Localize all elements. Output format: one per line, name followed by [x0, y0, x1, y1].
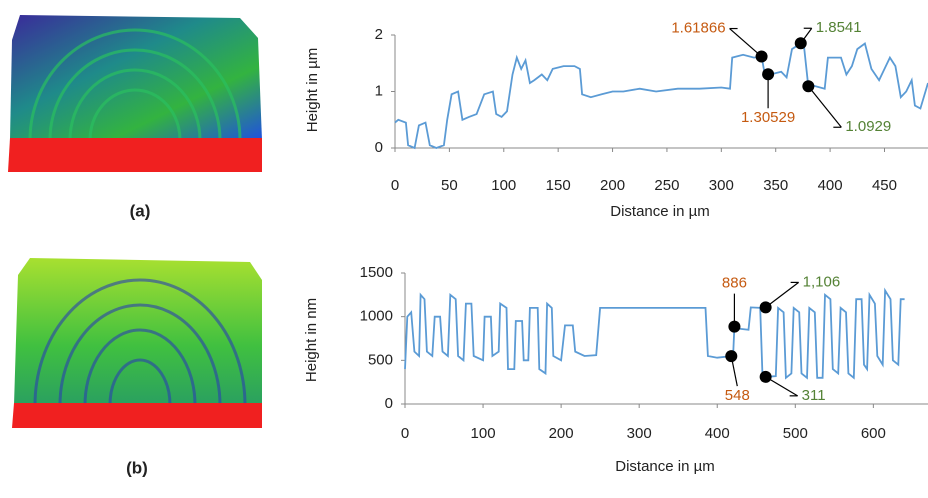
x-tick-label: 200 — [600, 177, 625, 194]
y-tick-label: 500 — [368, 351, 393, 368]
x-tick-label: 300 — [709, 177, 734, 194]
annotation-leader — [765, 281, 799, 308]
annotation-leader — [729, 28, 762, 57]
data-line — [394, 41, 928, 150]
x-tick-label: 150 — [546, 177, 571, 194]
y-tick-label: 0 — [375, 139, 383, 156]
annotation-label: 311 — [802, 387, 826, 404]
annotation-label: 886 — [722, 275, 747, 292]
x-tick-label: 0 — [401, 425, 409, 442]
surface-image-b — [12, 258, 262, 428]
annotation-point — [759, 301, 772, 314]
x-tick-label: 100 — [471, 425, 496, 442]
y-tick-label: 2 — [375, 26, 383, 43]
annotation-label: 1.0929 — [845, 118, 891, 135]
annotation-label: 548 — [725, 387, 750, 404]
annotation-label: 1.8541 — [816, 19, 862, 36]
annotation-point — [728, 320, 741, 333]
annotation-point — [725, 350, 738, 363]
x-axis-label: Distance in µm — [615, 458, 715, 475]
y-tick-label: 1 — [375, 82, 383, 99]
annotation-label: 1,106 — [803, 273, 841, 290]
x-tick-label: 400 — [818, 177, 843, 194]
x-tick-label: 600 — [861, 425, 886, 442]
annotation-point — [755, 50, 768, 63]
annotation-label: 1.30529 — [741, 109, 795, 126]
x-tick-label: 0 — [391, 177, 399, 194]
x-tick-label: 300 — [627, 425, 652, 442]
surface-image-a — [8, 15, 262, 172]
x-tick-label: 200 — [549, 425, 574, 442]
annotation-label: 1.61866 — [671, 20, 725, 37]
annotation-point — [762, 68, 775, 81]
y-axis-label: Height in µm — [304, 48, 321, 133]
x-tick-label: 350 — [763, 177, 788, 194]
x-axis-label: Distance in µm — [610, 203, 710, 220]
x-tick-label: 500 — [783, 425, 808, 442]
annotation-point — [794, 37, 807, 50]
panel-label: (a) — [130, 201, 151, 220]
annotation-point — [802, 80, 815, 93]
y-tick-label: 0 — [385, 395, 393, 412]
data-line — [404, 287, 905, 380]
x-tick-label: 50 — [441, 177, 458, 194]
x-tick-label: 250 — [654, 177, 679, 194]
x-tick-label: 400 — [705, 425, 730, 442]
y-axis-label: Height in nm — [303, 298, 320, 382]
annotation-point — [759, 370, 772, 383]
y-tick-label: 1500 — [360, 264, 393, 281]
annotation-leader — [807, 85, 842, 128]
x-tick-label: 100 — [491, 177, 516, 194]
panel-label: (b) — [126, 458, 148, 477]
y-tick-label: 1000 — [360, 308, 393, 325]
x-tick-label: 450 — [872, 177, 897, 194]
annotation-leader — [765, 376, 798, 397]
